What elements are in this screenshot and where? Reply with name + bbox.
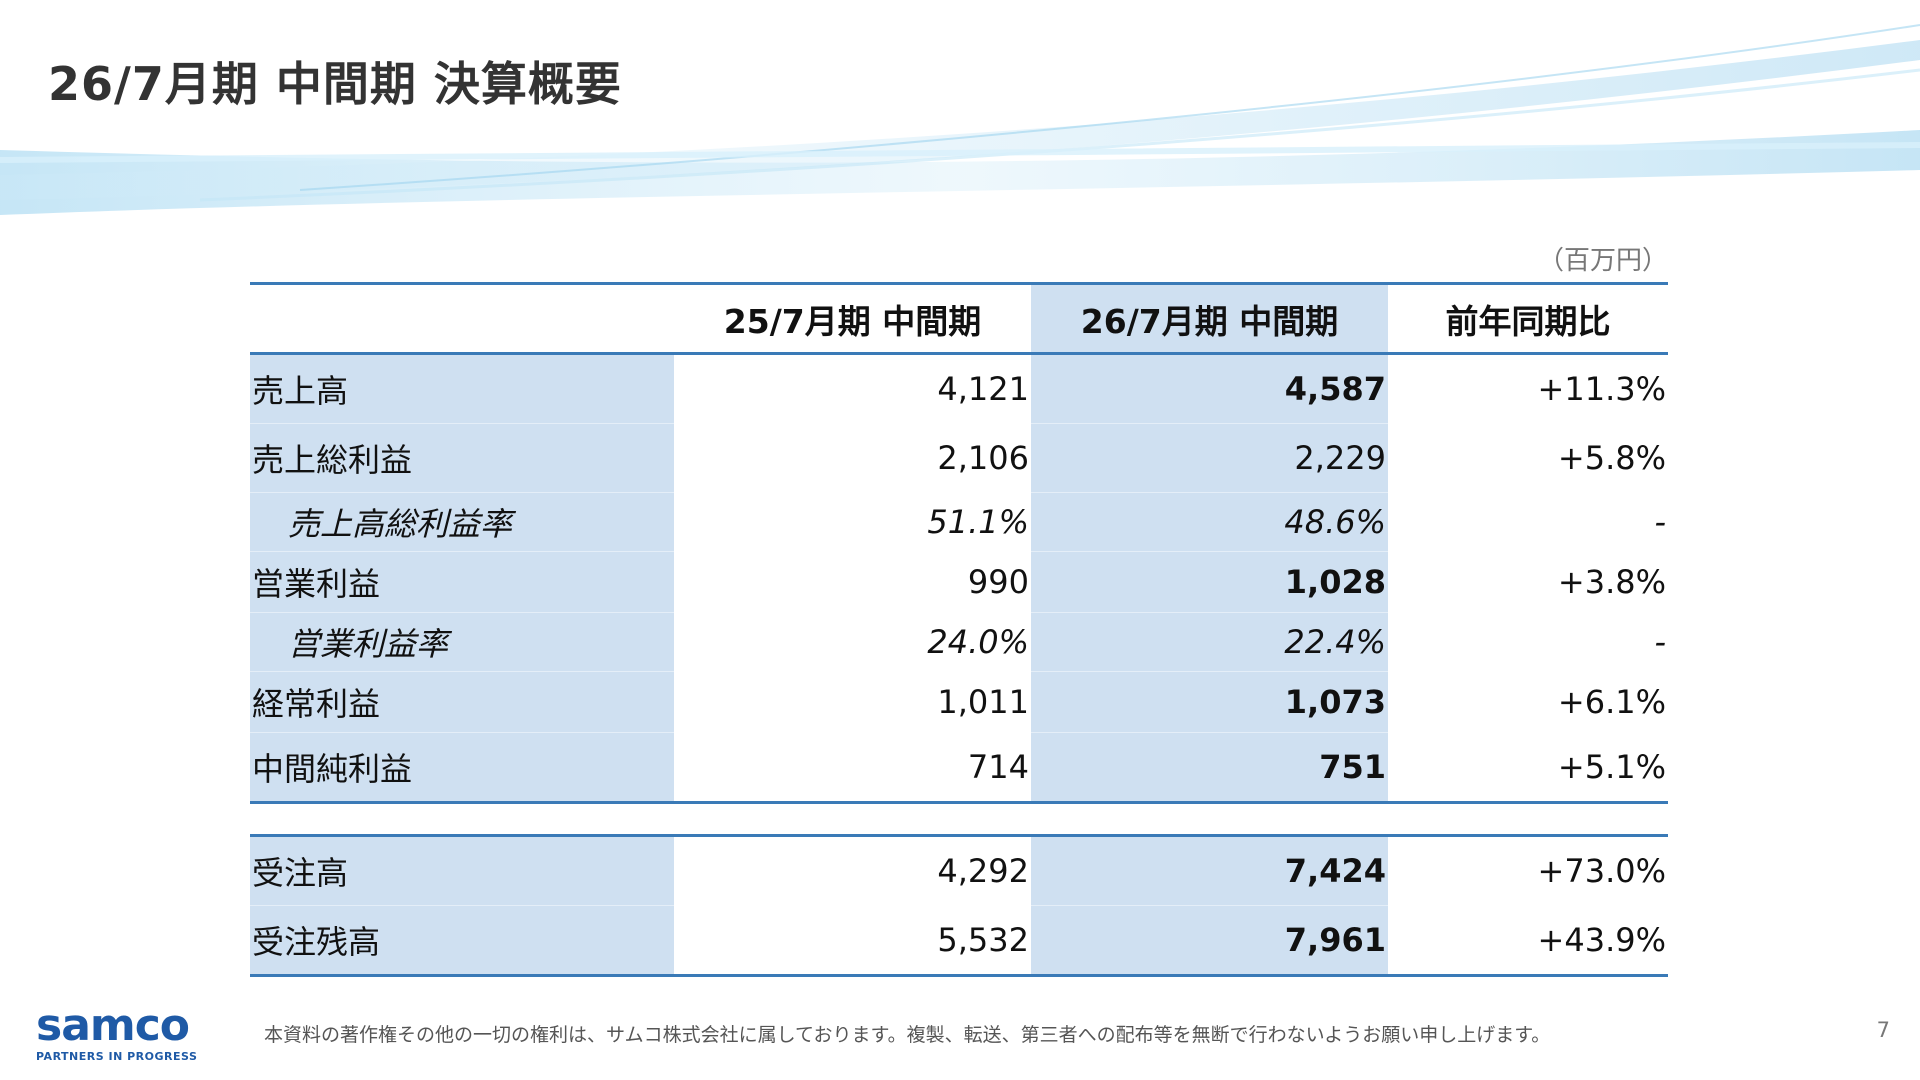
current-value: 22.4%	[1031, 612, 1388, 672]
table-row: 受注残高 5,532 7,961 +43.9%	[250, 905, 1668, 977]
prev-value: 24.0%	[927, 623, 1029, 661]
prev-value: 5,532	[674, 905, 1031, 977]
current-value: 1,028	[1031, 551, 1388, 613]
current-value: 751	[1031, 732, 1388, 804]
current-value: 48.6%	[1031, 492, 1388, 552]
row-label: 中間純利益	[250, 732, 674, 804]
current-value: 7,424	[1031, 834, 1388, 906]
table-row: 営業利益 990 1,028 +3.8%	[250, 551, 1668, 613]
prev-value: 51.1%	[927, 503, 1029, 541]
table-row: 売上高 4,121 4,587 +11.3%	[250, 353, 1668, 424]
page-title: 26/7月期 中間期 決算概要	[48, 57, 622, 111]
page-number: 7	[1876, 1018, 1890, 1042]
financial-summary-table: 25/7月期 中間期 26/7月期 中間期 前年同期比 売上高 4,121 4,…	[250, 282, 1668, 977]
row-label: 経常利益	[250, 671, 674, 733]
logo-wordmark: samco	[36, 1000, 190, 1051]
current-value: 4,587	[1031, 353, 1388, 424]
unit-label: （百万円）	[1537, 246, 1668, 276]
prev-value: 4,121	[937, 370, 1029, 409]
yoy-value: +43.9%	[1388, 905, 1668, 977]
prev-value: 2,106	[937, 439, 1029, 477]
table-row: 中間純利益 714 751 +5.1%	[250, 732, 1668, 804]
row-label: 営業利益率	[250, 612, 674, 672]
table-row: 営業利益率 24.0% 22.4% -	[250, 612, 1668, 672]
yoy-value: -	[1654, 623, 1666, 661]
yoy-value: +6.1%	[1557, 683, 1666, 721]
yoy-value: +5.8%	[1557, 439, 1666, 477]
header-wave-decoration	[0, 24, 1920, 215]
copyright-notice: 本資料の著作権その他の一切の権利は、サムコ株式会社に属しております。複製、転送、…	[264, 1024, 1551, 1046]
table-row: 売上総利益 2,106 2,229 +5.8%	[250, 423, 1668, 493]
prev-value: 4,292	[674, 834, 1031, 906]
samco-logo: samco PARTNERS IN PROGRESS	[36, 1000, 216, 1064]
header-prev-period: 25/7月期 中間期	[674, 282, 1031, 355]
table-row: 経常利益 1,011 1,073 +6.1%	[250, 671, 1668, 733]
header-current-period: 26/7月期 中間期	[1031, 282, 1388, 355]
row-label: 受注残高	[250, 905, 674, 977]
yoy-value: +11.3%	[1537, 370, 1666, 409]
table-row: 売上高総利益率 51.1% 48.6% -	[250, 492, 1668, 552]
yoy-value: +73.0%	[1388, 834, 1668, 906]
current-value: 2,229	[1031, 423, 1388, 493]
row-label: 営業利益	[250, 551, 674, 613]
prev-value: 714	[674, 732, 1031, 804]
current-value: 7,961	[1031, 905, 1388, 977]
header-yoy: 前年同期比	[1388, 282, 1668, 355]
current-value: 1,073	[1031, 671, 1388, 733]
table-header-row: 25/7月期 中間期 26/7月期 中間期 前年同期比	[250, 282, 1668, 355]
table-spacer	[250, 802, 1668, 836]
prev-value: 990	[967, 563, 1029, 601]
yoy-value: -	[1654, 503, 1666, 541]
header-empty	[250, 282, 674, 355]
prev-value: 1,011	[937, 683, 1029, 721]
row-label: 売上高	[250, 353, 674, 424]
logo-tagline: PARTNERS IN PROGRESS	[36, 1050, 198, 1063]
row-label: 受注高	[250, 834, 674, 906]
yoy-value: +3.8%	[1557, 563, 1666, 601]
row-label: 売上総利益	[250, 423, 674, 493]
row-label: 売上高総利益率	[250, 492, 674, 552]
table-row: 受注高 4,292 7,424 +73.0%	[250, 834, 1668, 906]
yoy-value: +5.1%	[1388, 732, 1668, 804]
